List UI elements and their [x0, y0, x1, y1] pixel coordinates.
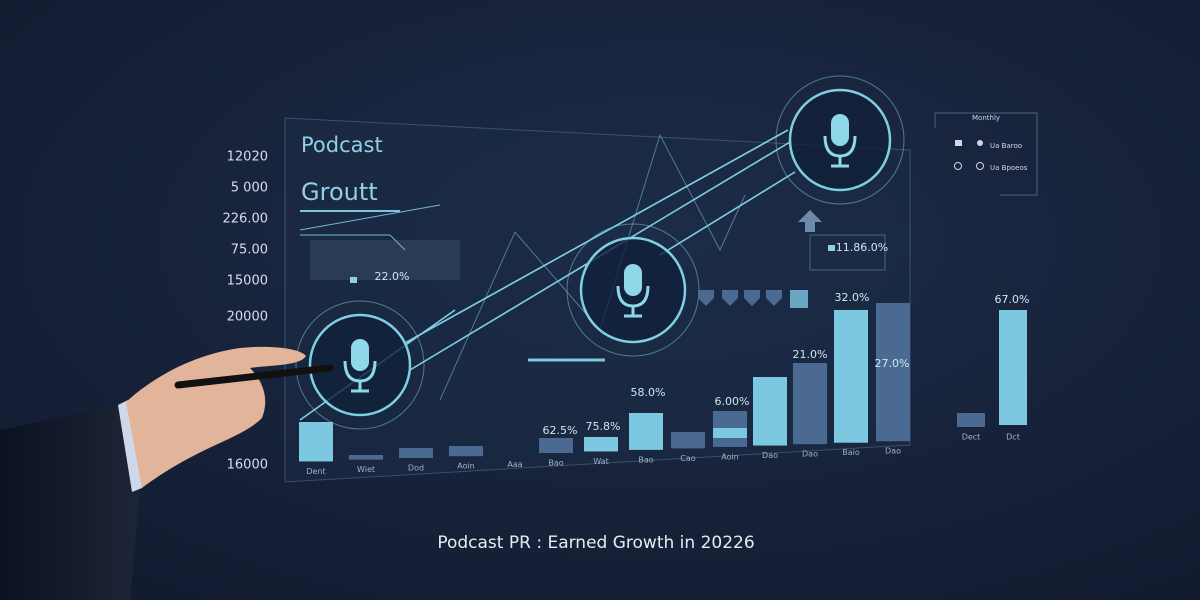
- category-label: Dod: [408, 463, 424, 472]
- legend-item: Ua Bpoeos: [990, 164, 1028, 172]
- axis-label: 20000: [227, 310, 268, 325]
- arrow-mark: [722, 290, 738, 306]
- panel-title: Podcast: [301, 133, 383, 157]
- bars: [299, 245, 1027, 462]
- value-label: 75.8%: [586, 420, 621, 433]
- value-label: 22.0%: [375, 270, 410, 283]
- legend-item: Ua Baroo: [990, 142, 1022, 150]
- value-label: 62.5%: [543, 424, 578, 437]
- mark: [828, 245, 835, 251]
- category-label: Dao: [762, 451, 778, 460]
- caption: Podcast PR : Earned Growth in 20226: [437, 533, 754, 553]
- bar: [629, 413, 663, 450]
- hand: [0, 346, 334, 600]
- category-label: Dao: [885, 447, 901, 456]
- axis-label: 16000: [227, 458, 268, 473]
- arrow-mark: [744, 290, 760, 306]
- category-label: Aoin: [721, 452, 739, 461]
- axis-label: 75.00: [231, 243, 268, 258]
- axis-label: 15000: [227, 274, 268, 289]
- value-label: 21.0%: [793, 348, 828, 361]
- legend: Monthly Ua Baroo Ua Bpoeos: [934, 112, 1038, 196]
- hand-shape: [126, 346, 306, 488]
- value-label: 27.0%: [875, 357, 910, 370]
- deco-line: [300, 234, 406, 251]
- legend-icon: [955, 140, 962, 146]
- bar: [349, 455, 383, 460]
- category-label: Bao: [548, 459, 563, 468]
- bar: [399, 448, 433, 458]
- bar: [834, 310, 868, 443]
- bar: [449, 446, 483, 457]
- panel-block: [809, 234, 886, 271]
- category-label: Dent: [306, 467, 325, 476]
- legend-icon: [977, 140, 983, 146]
- mark: [350, 277, 357, 283]
- mic-head: [831, 114, 849, 146]
- category-label: Bao: [638, 455, 653, 464]
- arrow-mark: [766, 290, 782, 306]
- cuff: [118, 400, 142, 492]
- bar: [753, 377, 787, 446]
- legend-icon: [954, 162, 962, 170]
- legend-icon: [976, 162, 984, 170]
- category-label: Baio: [842, 448, 860, 457]
- value-label: 67.0%: [995, 293, 1030, 306]
- sleeve: [0, 405, 140, 600]
- bar: [876, 303, 910, 442]
- pen: [174, 364, 334, 389]
- value-label: 6.00%: [715, 395, 750, 408]
- panel-subtitle: Groutt: [301, 178, 378, 206]
- bar: [713, 428, 747, 438]
- axis-label: 226.00: [223, 212, 269, 227]
- legend-title: Monthly: [972, 114, 1000, 122]
- value-label: 11.86.0%: [836, 241, 888, 254]
- mic-head: [351, 339, 369, 371]
- bar: [671, 432, 705, 449]
- labels: 12020 5 000 226.00 75.00 15000 20000 16000 Dent…: [223, 150, 1030, 476]
- value-label: 58.0%: [631, 386, 666, 399]
- bar: [793, 363, 827, 445]
- category-label: Dao: [802, 450, 818, 459]
- mic-stand: [616, 285, 650, 318]
- mic-stand: [823, 135, 857, 168]
- mic-head: [624, 264, 642, 296]
- category-label: Dct: [1006, 433, 1020, 442]
- bar: [584, 437, 618, 452]
- axis-label: 12020: [227, 150, 268, 165]
- arrow-icon: [798, 210, 822, 232]
- axis-label: 5 000: [231, 181, 268, 196]
- category-label: Cao: [680, 454, 695, 463]
- mark: [790, 290, 808, 308]
- bar: [539, 438, 573, 454]
- category-label: Wat: [593, 457, 608, 466]
- category-label: Dect: [962, 433, 981, 442]
- bar: [299, 422, 333, 462]
- mic-stand: [343, 360, 377, 393]
- mic-ring: [775, 75, 905, 205]
- bar: [957, 413, 985, 427]
- category-label: Aoin: [457, 462, 475, 471]
- panel-block: [310, 240, 460, 280]
- bar: [999, 310, 1027, 425]
- arrow-mark: [698, 290, 714, 306]
- category-label: Wiet: [357, 465, 375, 474]
- deco-line: [299, 204, 441, 231]
- value-label: 32.0%: [835, 291, 870, 304]
- category-label: Aaa: [507, 460, 522, 469]
- mic-ring: [295, 300, 425, 430]
